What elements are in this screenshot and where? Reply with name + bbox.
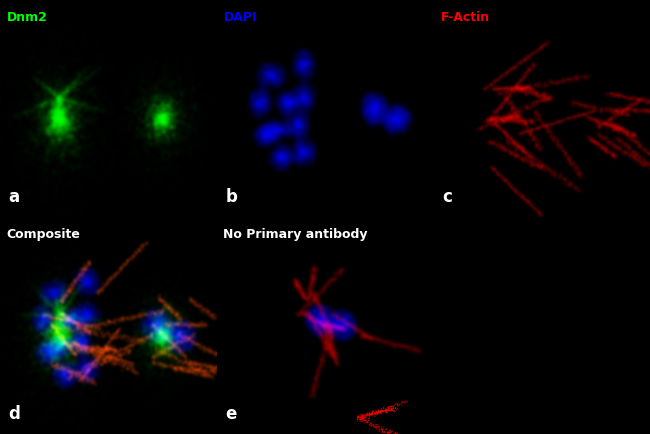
Text: F-Actin: F-Actin	[441, 11, 489, 24]
Text: DAPI: DAPI	[224, 11, 257, 24]
Text: a: a	[8, 188, 20, 206]
Text: b: b	[226, 188, 237, 206]
Text: Dnm2: Dnm2	[6, 11, 47, 24]
Text: e: e	[226, 405, 237, 423]
Text: Composite: Composite	[6, 228, 81, 241]
Text: No Primary antibody: No Primary antibody	[224, 228, 368, 241]
Text: c: c	[443, 188, 452, 206]
Text: d: d	[8, 405, 21, 423]
